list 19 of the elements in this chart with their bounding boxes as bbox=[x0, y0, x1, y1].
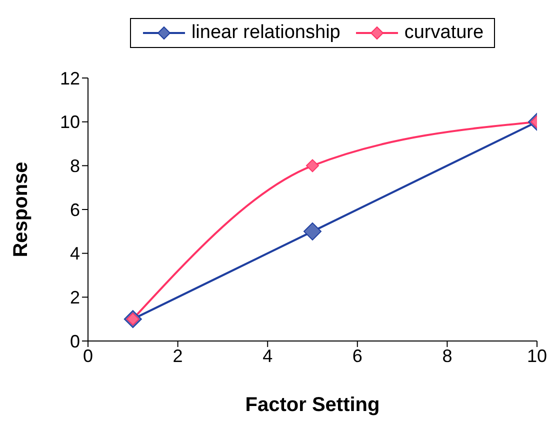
y-tick-label: 12 bbox=[60, 68, 80, 88]
x-tick-label: 10 bbox=[526, 346, 548, 366]
y-tick-label: 8 bbox=[70, 156, 80, 176]
x-tick-label: 0 bbox=[82, 346, 94, 366]
legend-label: linear relationship bbox=[191, 22, 340, 44]
y-tick-label: 4 bbox=[70, 244, 80, 264]
y-tick-label: 10 bbox=[60, 112, 80, 132]
point bbox=[304, 222, 322, 240]
y-tick-label: 0 bbox=[70, 331, 80, 352]
x-axis-title: Factor Setting bbox=[245, 394, 380, 416]
x-tick-label: 8 bbox=[442, 346, 452, 366]
x-tick-label: 6 bbox=[352, 346, 362, 366]
point bbox=[306, 159, 319, 172]
legend-label: curvature bbox=[404, 22, 484, 44]
y-tick-label: 6 bbox=[70, 200, 80, 220]
y-tick-label: 2 bbox=[70, 288, 80, 308]
x-tick-label: 4 bbox=[262, 346, 273, 366]
y-axis-title: Response bbox=[10, 162, 32, 258]
x-tick-label: 2 bbox=[172, 346, 183, 366]
